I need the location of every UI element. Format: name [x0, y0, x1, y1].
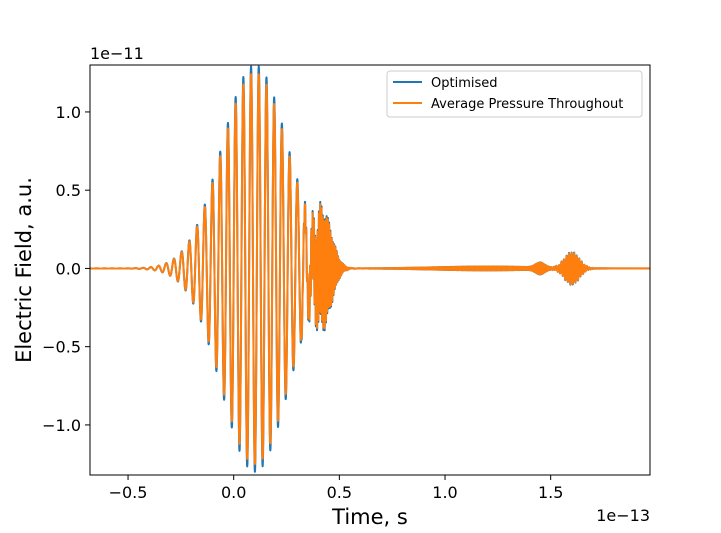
legend: Optimised Average Pressure Throughout: [386, 70, 643, 118]
y-axis-label: Electric Field, a.u.: [12, 177, 36, 363]
legend-frame: [386, 70, 643, 118]
y-axis-ticks: −1.0 −0.5 0.0 0.5 1.0: [42, 103, 90, 435]
plot-frame: [89, 64, 651, 476]
y-axis-offset-text: 1e−11: [90, 44, 144, 63]
y-tick-label: 1.0: [56, 103, 81, 122]
x-tick-label: 0.5: [327, 483, 352, 502]
x-tick-label: −0.5: [109, 483, 148, 502]
y-tick-label: −1.0: [42, 416, 81, 435]
x-tick-label: 0.0: [221, 483, 246, 502]
series-line-average-pressure-throughout: [90, 73, 650, 465]
y-tick-label: −0.5: [42, 338, 81, 357]
legend-label-optimised: Optimised: [431, 76, 498, 91]
x-axis-label: Time, s: [331, 505, 408, 529]
plot-area: [89, 64, 651, 476]
series-layer: [90, 65, 650, 473]
x-axis-offset-text: 1e−13: [596, 506, 650, 525]
x-tick-label: 1.0: [432, 483, 457, 502]
y-tick-label: 0.0: [56, 259, 81, 278]
legend-label-average-pressure: Average Pressure Throughout: [431, 97, 623, 112]
x-axis-ticks: −0.5 0.0 0.5 1.0 1.5: [109, 475, 563, 502]
y-tick-label: 0.5: [56, 181, 81, 200]
x-tick-label: 1.5: [538, 483, 563, 502]
